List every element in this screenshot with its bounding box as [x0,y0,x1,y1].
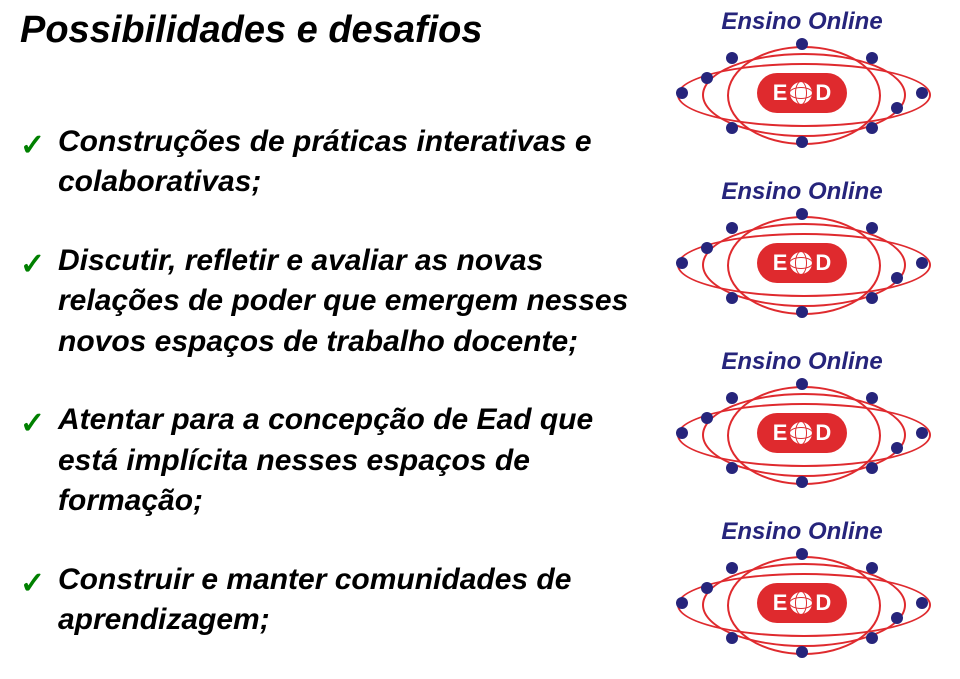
orbit-dot-icon [891,272,903,284]
orbit-dot-icon [726,632,738,644]
orbit-dot-icon [796,38,808,50]
ead-letter-e: E [773,80,788,106]
orbit-icon: ED [672,208,932,318]
globe-icon [790,592,812,614]
orbit-dot-icon [866,122,878,134]
logo-column: Ensino OnlineEDEnsino OnlineEDEnsino Onl… [662,8,942,658]
orbit-dot-icon [891,612,903,624]
check-icon: ✓ [20,126,45,167]
logo-label: Ensino Online [721,8,882,36]
ead-letter-e: E [773,420,788,446]
orbit-dot-icon [866,462,878,474]
orbit-dot-icon [701,72,713,84]
ead-letter-e: E [773,250,788,276]
orbit-dot-icon [891,442,903,454]
orbit-dot-icon [796,136,808,148]
orbit-dot-icon [866,52,878,64]
ead-letter-d: D [815,590,831,616]
ead-letter-e: E [773,590,788,616]
orbit-dot-icon [676,597,688,609]
orbit-dot-icon [726,52,738,64]
orbit-dot-icon [866,632,878,644]
orbit-dot-icon [796,378,808,390]
orbit-dot-icon [701,582,713,594]
ead-pill: ED [757,73,847,113]
ead-pill: ED [757,583,847,623]
orbit-dot-icon [796,476,808,488]
orbit-dot-icon [726,392,738,404]
ensino-online-logo: Ensino OnlineED [662,8,942,148]
orbit-dot-icon [866,222,878,234]
orbit-dot-icon [676,87,688,99]
orbit-dot-icon [726,462,738,474]
orbit-dot-icon [916,597,928,609]
bullet-text: Discutir, refletir e avaliar as novas re… [58,244,628,358]
bullet-item: ✓ Atentar para a concepção de Ead que es… [20,400,650,522]
globe-icon [790,82,812,104]
text-column: Possibilidades e desafios ✓ Construções … [20,10,650,679]
orbit-dot-icon [796,208,808,220]
orbit-dot-icon [726,292,738,304]
orbit-dot-icon [676,427,688,439]
orbit-dot-icon [866,292,878,304]
bullet-item: ✓ Discutir, refletir e avaliar as novas … [20,241,650,363]
orbit-dot-icon [701,412,713,424]
bullet-text: Construir e manter comunidades de aprend… [58,563,571,637]
orbit-dot-icon [916,257,928,269]
bullet-text: Construções de práticas interativas e co… [58,125,592,199]
slide: Possibilidades e desafios ✓ Construções … [0,0,960,674]
slide-title: Possibilidades e desafios [20,10,650,52]
orbit-dot-icon [701,242,713,254]
ensino-online-logo: Ensino OnlineED [662,518,942,658]
orbit-dot-icon [676,257,688,269]
orbit-dot-icon [726,222,738,234]
ead-pill: ED [757,243,847,283]
logo-label: Ensino Online [721,348,882,376]
check-icon: ✓ [20,245,45,286]
orbit-dot-icon [726,562,738,574]
orbit-dot-icon [796,306,808,318]
logo-label: Ensino Online [721,178,882,206]
ensino-online-logo: Ensino OnlineED [662,348,942,488]
orbit-icon: ED [672,378,932,488]
orbit-dot-icon [916,427,928,439]
ead-pill: ED [757,413,847,453]
orbit-dot-icon [866,392,878,404]
ead-letter-d: D [815,420,831,446]
orbit-dot-icon [866,562,878,574]
ensino-online-logo: Ensino OnlineED [662,178,942,318]
orbit-dot-icon [726,122,738,134]
orbit-icon: ED [672,38,932,148]
logo-label: Ensino Online [721,518,882,546]
globe-icon [790,422,812,444]
orbit-dot-icon [796,646,808,658]
ead-letter-d: D [815,80,831,106]
ead-letter-d: D [815,250,831,276]
orbit-dot-icon [916,87,928,99]
bullet-text: Atentar para a concepção de Ead que está… [58,403,593,517]
check-icon: ✓ [20,404,45,445]
orbit-dot-icon [796,548,808,560]
globe-icon [790,252,812,274]
orbit-dot-icon [891,102,903,114]
bullet-item: ✓ Construções de práticas interativas e … [20,122,650,203]
bullet-item: ✓ Construir e manter comunidades de apre… [20,560,650,641]
check-icon: ✓ [20,564,45,605]
orbit-icon: ED [672,548,932,658]
